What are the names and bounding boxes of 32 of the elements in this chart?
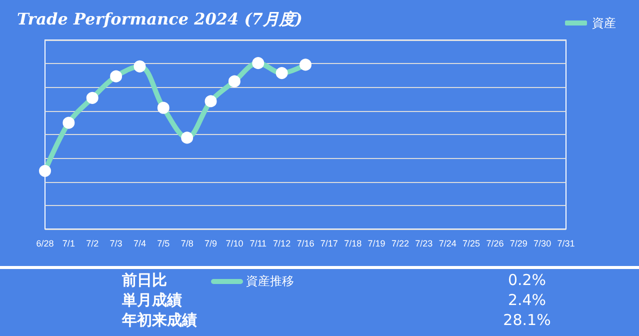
x-tick-label: 7/12 [273, 238, 291, 248]
x-tick-label: 7/1 [62, 238, 75, 248]
x-tick-label: 7/10 [226, 238, 244, 248]
text: 単月成績 [122, 291, 182, 309]
x-tick-label: 7/25 [462, 238, 480, 248]
x-tick-label: 7/18 [344, 238, 362, 248]
x-tick-label: 6/28 [36, 238, 54, 248]
x-tick-label: 7/19 [368, 238, 386, 248]
text: 年初来成績 [122, 311, 197, 329]
x-tick-label: 7/29 [510, 238, 528, 248]
x-tick-label: 7/26 [486, 238, 504, 248]
x-tick-label: 7/31 [557, 238, 575, 248]
x-tick-label: 7/22 [391, 238, 409, 248]
x-tick-label: 7/4 [133, 238, 146, 248]
x-tick-label: 7/5 [157, 238, 170, 248]
text: 2.4% [506, 291, 548, 309]
text: 資産推移 [246, 273, 294, 290]
text: 前日比 [122, 271, 167, 289]
text: 28.1% [502, 311, 552, 329]
legend-label: 資産 [592, 16, 616, 30]
x-tick-label: 7/3 [110, 238, 122, 248]
text: 0.2% [506, 271, 548, 289]
x-tick-label: 7/2 [86, 238, 99, 248]
x-tick-label: 7/11 [250, 238, 267, 248]
chart-title: Trade Performance 2024 (7月度) [17, 10, 302, 28]
x-tick-label: 7/30 [534, 238, 552, 248]
x-tick-label: 7/24 [438, 238, 456, 248]
x-tick-label: 7/17 [320, 238, 338, 248]
x-tick-label: 7/16 [296, 238, 314, 248]
x-tick-label: 7/23 [415, 238, 433, 248]
x-tick-label: 7/9 [204, 238, 218, 248]
x-tick-label: 7/8 [180, 238, 194, 248]
